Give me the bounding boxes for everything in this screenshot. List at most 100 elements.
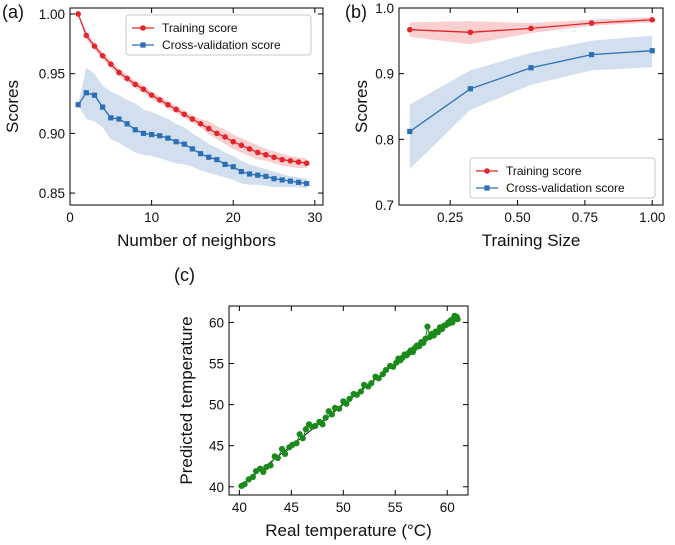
data-point xyxy=(282,450,289,458)
legend-marker xyxy=(484,168,490,174)
data-point xyxy=(467,86,473,92)
data-point xyxy=(230,138,237,145)
panel-b: (b) 0.25 0.50 0.75 1.00 0.7 0.8 0.9 1.0 Training … xyxy=(345,1,665,250)
data-point xyxy=(271,176,277,182)
y-tick-label: 40 xyxy=(209,480,224,495)
data-point xyxy=(124,121,130,127)
data-point xyxy=(279,156,285,163)
data-point xyxy=(140,86,147,92)
data-point xyxy=(279,177,285,183)
data-point xyxy=(91,43,98,50)
data-point xyxy=(293,440,300,447)
data-point xyxy=(375,375,382,382)
plot-frame xyxy=(69,7,324,206)
data-point xyxy=(156,97,163,103)
legend-label: Cross-validation score xyxy=(506,181,625,195)
y-tick-label: 60 xyxy=(209,315,224,330)
data-point xyxy=(382,366,390,374)
data-point xyxy=(528,65,534,71)
data-point xyxy=(295,179,302,185)
x-axis-label: Number of neighbors xyxy=(117,231,276,250)
x-tick-label: 20 xyxy=(226,210,241,225)
data-point xyxy=(116,116,122,122)
data-point xyxy=(116,69,122,76)
y-tick-label: 0.95 xyxy=(39,67,65,82)
legend-marker xyxy=(484,185,490,191)
panel-label: (a) xyxy=(2,2,24,22)
data-point xyxy=(83,32,90,39)
data-point xyxy=(75,102,81,108)
data-point xyxy=(149,131,155,138)
plot-frame xyxy=(228,305,469,496)
data-point xyxy=(205,125,212,132)
data-point xyxy=(274,454,281,462)
data-point xyxy=(322,414,329,421)
x-tick-label: 45 xyxy=(284,500,299,515)
data-point xyxy=(214,130,220,137)
x-tick-label: 60 xyxy=(440,500,455,515)
legend-label: Cross-validation score xyxy=(162,38,281,52)
data-point xyxy=(263,152,269,158)
data-point xyxy=(406,26,413,33)
legend: Training score Cross-validation score xyxy=(469,157,656,199)
data-point xyxy=(206,154,212,160)
data-point xyxy=(214,157,220,163)
data-point xyxy=(336,405,343,412)
data-point xyxy=(328,411,335,418)
data-point xyxy=(346,395,353,402)
data-point xyxy=(267,462,274,469)
data-point xyxy=(99,52,106,59)
legend-box xyxy=(469,157,656,199)
data-point xyxy=(368,380,375,387)
series-cross-validation-score xyxy=(407,35,655,169)
data-point xyxy=(157,133,163,139)
data-point xyxy=(303,160,310,167)
legend-marker xyxy=(140,42,146,48)
data-point xyxy=(271,154,277,161)
data-point xyxy=(181,111,188,118)
data-point xyxy=(263,173,269,179)
data-point xyxy=(353,391,360,398)
data-point xyxy=(132,81,139,88)
data-point xyxy=(132,127,138,133)
data-point xyxy=(222,161,228,168)
data-point xyxy=(173,106,179,113)
data-point xyxy=(254,149,261,156)
data-point xyxy=(173,139,179,145)
x-tick-label: 0.50 xyxy=(504,210,530,225)
data-point xyxy=(299,435,306,442)
data-point xyxy=(287,158,294,164)
data-point xyxy=(302,426,309,433)
plot-frame xyxy=(398,7,664,206)
data-point xyxy=(287,178,293,184)
x-tick-label: 0 xyxy=(66,210,74,225)
data-point xyxy=(108,115,114,121)
data-point xyxy=(260,468,267,476)
data-point xyxy=(230,164,236,170)
data-point xyxy=(304,180,310,187)
legend: Training score Cross-validation score xyxy=(125,14,312,56)
data-point xyxy=(649,17,656,23)
data-point xyxy=(140,130,147,136)
panel-a: (a) 0 10 20 30 0.85 0.90 0.95 1.00 Number of neig… xyxy=(2,2,324,250)
confidence-band xyxy=(78,67,307,189)
legend-marker xyxy=(140,25,146,31)
y-axis-label: Scores xyxy=(352,80,371,133)
data-point xyxy=(312,422,319,430)
y-axis-label: Predicted temperature xyxy=(177,316,196,484)
x-tick-label: 0.75 xyxy=(572,210,598,225)
legend-label: Training score xyxy=(506,164,582,178)
data-point xyxy=(241,481,248,488)
y-axis-label: Scores xyxy=(3,80,22,133)
data-point xyxy=(181,141,187,147)
x-axis-label: Real temperature (°C) xyxy=(265,521,431,540)
y-tick-label: 0.85 xyxy=(39,186,65,201)
series-training-score xyxy=(406,17,656,45)
data-point xyxy=(238,142,245,149)
data-point xyxy=(100,104,106,110)
data-point xyxy=(357,388,365,395)
x-tick-label: 0.25 xyxy=(437,210,463,225)
data-point xyxy=(165,135,171,141)
data-point xyxy=(451,312,458,319)
data-point xyxy=(83,90,89,96)
